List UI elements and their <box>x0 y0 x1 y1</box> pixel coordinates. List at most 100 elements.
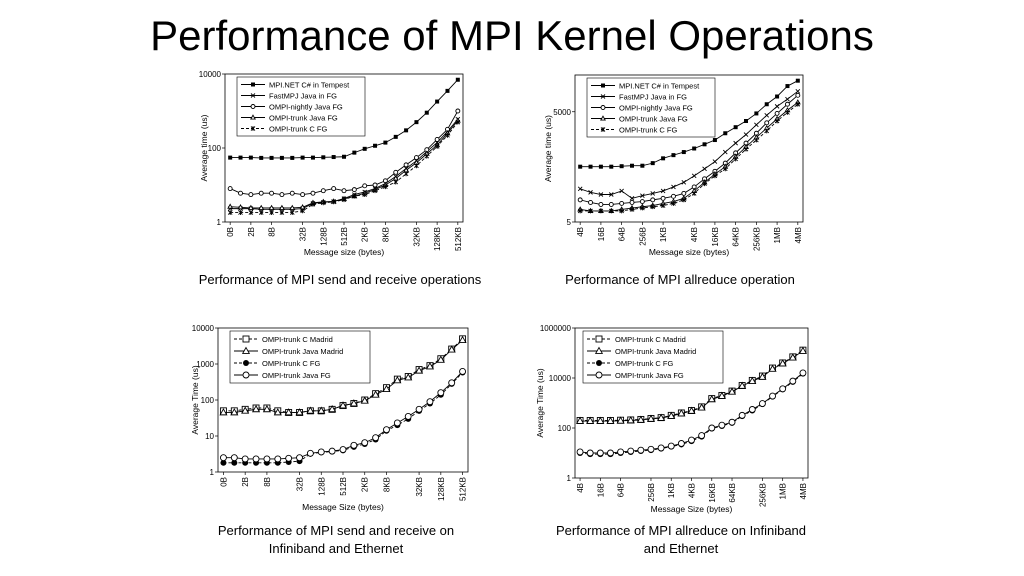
data-point <box>588 208 593 214</box>
data-point <box>738 381 747 389</box>
x-tick-label: 16B <box>596 483 605 497</box>
data-point <box>722 149 728 155</box>
data-point <box>219 454 227 462</box>
data-point <box>640 193 645 199</box>
data-point <box>637 446 645 454</box>
data-point <box>248 192 254 198</box>
data-point <box>681 190 687 196</box>
data-point <box>743 146 749 152</box>
data-point <box>415 366 424 374</box>
data-point <box>657 444 665 452</box>
data-point <box>616 416 625 424</box>
x-tick-label: 4B <box>576 483 585 493</box>
data-point <box>373 143 378 148</box>
series-line <box>580 94 799 205</box>
data-point <box>660 203 666 208</box>
data-point <box>647 445 655 453</box>
data-point <box>795 92 801 98</box>
data-point <box>691 173 697 179</box>
data-point <box>681 150 686 155</box>
data-point <box>627 447 635 455</box>
legend-box <box>582 330 724 384</box>
data-point <box>310 155 315 160</box>
data-point <box>237 204 244 210</box>
data-point <box>404 373 413 381</box>
series-3 <box>576 369 807 457</box>
data-point <box>426 398 434 406</box>
data-point <box>350 441 358 449</box>
legend-marker <box>242 371 250 379</box>
data-point <box>289 204 296 210</box>
series-4 <box>577 101 801 214</box>
data-point <box>238 210 243 215</box>
x-tick-label: 256B <box>647 483 656 502</box>
x-tick-label: 0B <box>219 477 228 487</box>
data-point <box>748 376 757 384</box>
data-point <box>586 416 595 424</box>
data-point <box>383 140 388 145</box>
legend-label: OMPI-trunk C FG <box>269 125 328 134</box>
x-tick-label: 128KB <box>433 227 442 251</box>
data-point <box>743 132 749 137</box>
y-tick-label: 5 <box>567 218 572 227</box>
legend-label: MPI.NET C# in Tempest <box>269 81 350 90</box>
data-point <box>768 364 777 372</box>
data-point <box>688 436 695 444</box>
data-point <box>220 459 227 466</box>
legend-entry: OMPI-trunk Java FG <box>241 114 338 123</box>
data-point <box>671 193 676 199</box>
data-point <box>295 408 304 416</box>
data-point <box>320 188 326 194</box>
legend-label: OMPI-trunk C Madrid <box>615 335 686 344</box>
caption-send-receive-networks: Performance of MPI send and receive on I… <box>217 523 455 556</box>
y-tick-label: 1 <box>217 218 222 227</box>
data-point <box>238 190 243 196</box>
x-tick-label: 128KB <box>437 477 446 501</box>
data-point <box>764 128 770 134</box>
x-tick-label: 8KB <box>381 227 390 242</box>
data-point <box>296 454 303 462</box>
x-tick-label: 512B <box>340 227 349 246</box>
x-tick-label: 4B <box>576 227 585 237</box>
data-point <box>228 155 233 160</box>
data-point <box>404 128 409 133</box>
data-point <box>578 164 583 169</box>
legend-label: MPI.NET C# in Tempest <box>619 82 700 91</box>
data-point <box>241 455 249 463</box>
data-point <box>629 196 635 201</box>
data-point <box>300 155 305 160</box>
x-tick-label: 32B <box>296 477 305 491</box>
series-line <box>580 102 799 212</box>
x-tick-label: 256KB <box>758 483 767 507</box>
data-point <box>258 210 264 215</box>
y-tick-label: 1 <box>210 468 215 477</box>
data-point <box>230 454 238 462</box>
legend-entry: OMPI-trunk C Madrid <box>234 335 333 344</box>
data-point <box>639 199 645 205</box>
data-point <box>712 173 718 179</box>
x-tick-label: 8B <box>268 227 277 237</box>
legend-marker <box>243 360 249 366</box>
data-point <box>306 406 315 414</box>
x-tick-label: 2KB <box>361 477 370 492</box>
legend-entry: OMPI-trunk Java Madrid <box>234 346 343 356</box>
data-point <box>251 404 261 413</box>
series-0 <box>578 78 800 169</box>
legend-entry: MPI.NET C# in Tempest <box>241 81 350 90</box>
data-point <box>789 377 797 385</box>
data-point <box>279 155 284 160</box>
data-point <box>702 142 707 147</box>
data-point <box>447 345 456 353</box>
x-tick-label: 64B <box>617 483 626 497</box>
legend-label: OMPI-trunk Java Madrid <box>262 347 343 356</box>
chart-allreduce-networks-svg: 1 100 10000 1000000 4B 16B 64B 256B 1KB 4KB 16KB 64… <box>535 324 809 514</box>
data-point <box>403 162 409 168</box>
data-point <box>372 182 378 188</box>
data-point <box>636 415 645 423</box>
data-point <box>393 179 399 185</box>
data-point <box>424 110 429 115</box>
data-point <box>774 110 780 116</box>
legend-box <box>586 77 716 138</box>
legend-entry: OMPI-trunk C FG <box>234 359 321 368</box>
data-point <box>300 208 305 214</box>
